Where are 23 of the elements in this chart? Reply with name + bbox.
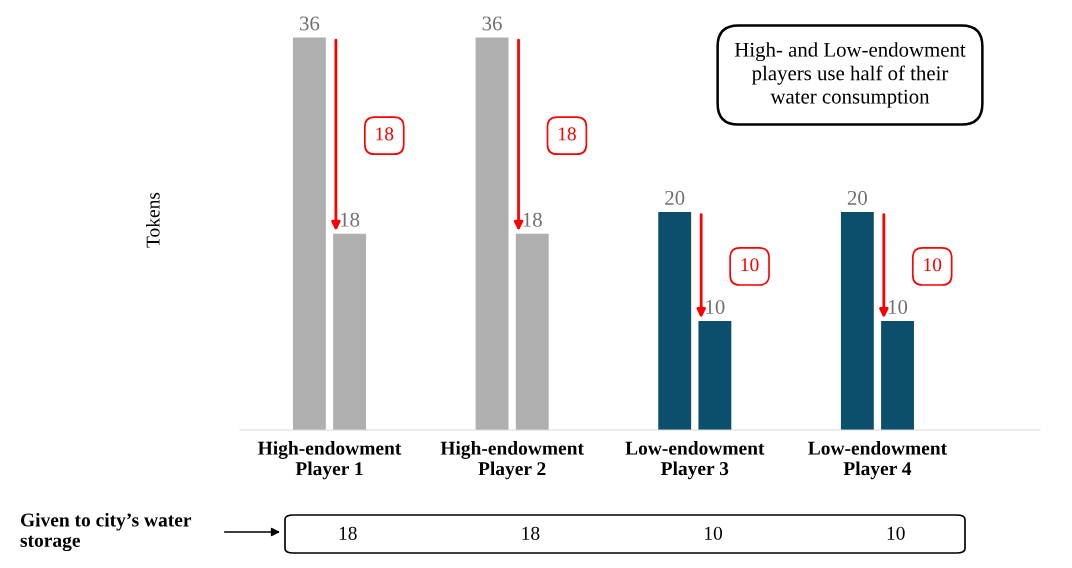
annotation: High- and Low-endowment players use half of their water consumption [734,42,966,108]
data-label: 18 [522,526,540,540]
data-label: 10 [705,526,723,540]
x-tick-label: High-endowment Player 2 [440,441,584,480]
annotation: 10 [741,258,759,272]
annotation: 18 [376,127,394,141]
data-label: 36 [482,16,502,31]
data-label: 18 [339,526,357,540]
data-label: 10 [887,526,905,540]
data-label: 36 [299,16,320,31]
data-label: 20 [847,190,867,205]
x-tick-label: Low-endowment Player 4 [808,441,948,480]
annotation: 18 [558,127,576,141]
text: Given to city’s water storage [20,512,192,552]
x-tick-label: High-endowment Player 1 [257,441,402,480]
annotation: 10 [706,299,725,314]
x-tick-label: Low-endowment Player 3 [625,441,765,480]
annotation: 10 [924,258,942,272]
annotation: 18 [341,212,360,227]
annotation: 18 [523,212,542,227]
y-axis-title: Tokens [145,192,160,248]
annotation: 10 [888,299,908,314]
data-label: 20 [665,190,685,205]
